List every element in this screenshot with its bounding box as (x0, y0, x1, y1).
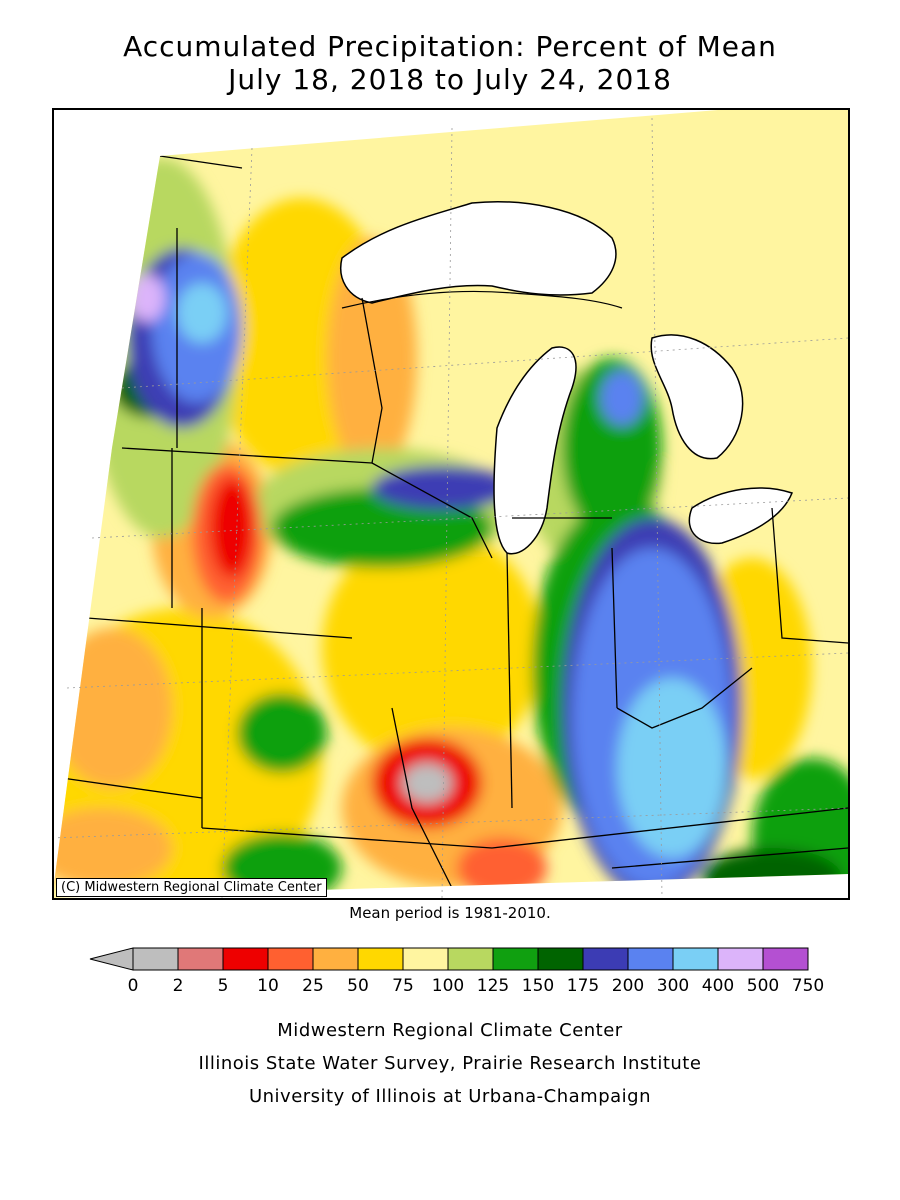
map-date-range: July 18, 2018 to July 24, 2018 (228, 63, 672, 96)
purple-region-nd (129, 274, 165, 322)
credit-isws: Illinois State Water Survey, Prairie Res… (198, 1053, 702, 1074)
lake-huron (650, 334, 744, 460)
lake-michigan (493, 346, 577, 555)
legend-tick-label: 400 (701, 976, 735, 996)
legend-tick-label: 50 (347, 976, 369, 996)
legend-tick-label: 125 (476, 976, 510, 996)
legend-tick-label: 0 (127, 976, 139, 996)
orange-region-sw (52, 628, 172, 788)
legend-tick-label: 200 (611, 976, 645, 996)
green-region-ne (237, 693, 327, 773)
legend-swatch (537, 947, 584, 971)
legend-tick-label: 750 (791, 976, 825, 996)
legend-tick-label: 175 (566, 976, 600, 996)
legend-tick-label: 100 (431, 976, 465, 996)
blue-region-wi-s (372, 466, 512, 510)
legend-tick-label: 75 (392, 976, 414, 996)
legend-colorbar (89, 947, 809, 971)
mean-period-note: Mean period is 1981-2010. (349, 904, 551, 922)
legend-swatch (762, 947, 809, 971)
state-boundaries (61, 155, 848, 889)
credit-mrcc: Midwestern Regional Climate Center (277, 1020, 623, 1041)
legend-tick-label: 10 (257, 976, 279, 996)
graticule (52, 117, 848, 898)
gray-region-mo (402, 763, 452, 803)
legend-tick-label: 2 (172, 976, 184, 996)
red-region-ia2 (210, 478, 254, 578)
legend-swatch (717, 947, 764, 971)
legend-swatch (222, 947, 269, 971)
legend-swatch (447, 947, 494, 971)
legend-swatch (357, 947, 404, 971)
legend-tick-label: 500 (746, 976, 780, 996)
legend-arrow-below (89, 947, 134, 971)
red-region-ark (457, 838, 547, 898)
legend-tick-label: 25 (302, 976, 324, 996)
lightblue-region-nd (177, 283, 227, 343)
lake-superior (340, 201, 617, 304)
legend-swatch (582, 947, 629, 971)
legend-tick-label: 150 (521, 976, 555, 996)
legend-swatch (177, 947, 224, 971)
orange-region-ks (52, 808, 172, 888)
precipitation-map (52, 108, 848, 898)
legend-swatch (132, 947, 179, 971)
legend-swatch (627, 947, 674, 971)
legend-swatch (312, 947, 359, 971)
map-title: Accumulated Precipitation: Percent of Me… (123, 30, 777, 63)
legend-swatch (672, 947, 719, 971)
credit-uiuc: University of Illinois at Urbana-Champai… (248, 1086, 652, 1107)
legend-tick-label: 5 (217, 976, 229, 996)
color-legend: 0 2 5 10 25 50 75 100 125 150 175 200 300 400 500 750 (88, 946, 828, 1006)
lightblue-region-oh (617, 678, 727, 858)
legend-tick-label: 300 (656, 976, 690, 996)
lake-erie (688, 487, 793, 545)
map-copyright: (C) Midwestern Regional Climate Center (56, 878, 327, 897)
legend-swatch (402, 947, 449, 971)
yellow-region-il (322, 528, 542, 768)
upper-peninsula-outline (341, 290, 623, 309)
legend-swatch (267, 947, 314, 971)
blue-region-lp (600, 370, 644, 426)
legend-swatch (492, 947, 539, 971)
